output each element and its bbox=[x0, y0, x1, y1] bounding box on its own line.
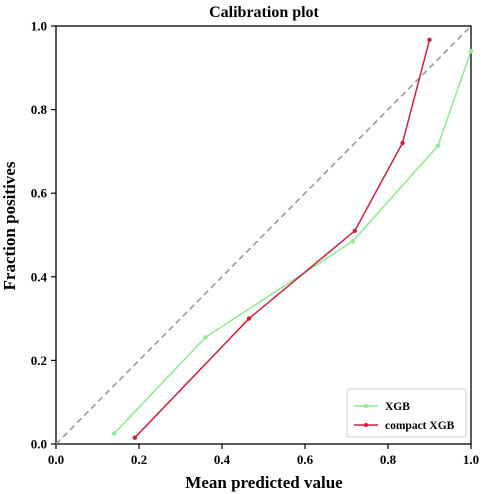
series-group bbox=[111, 37, 474, 440]
data-point-compact-xgb bbox=[246, 316, 252, 321]
x-tick-label: 0.6 bbox=[297, 452, 314, 467]
y-tick-label: 0.0 bbox=[31, 437, 47, 452]
series-line-xgb bbox=[113, 50, 472, 435]
x-tick-label: 0.0 bbox=[48, 452, 64, 467]
data-point-compact-xgb bbox=[132, 435, 138, 440]
y-tick-label: 0.8 bbox=[31, 102, 48, 117]
x-tick-label: 0.4 bbox=[214, 452, 231, 467]
x-axis-ticks: 0.0 0.2 0.4 0.6 0.8 1.0 bbox=[48, 444, 479, 467]
legend-label-xgb: XGB bbox=[385, 401, 410, 413]
data-point-compact-xgb bbox=[400, 140, 405, 146]
data-point-xgb bbox=[203, 335, 208, 340]
x-tick-label: 1.0 bbox=[463, 452, 479, 467]
legend-label-compact-xgb: compact XGB bbox=[385, 420, 455, 432]
data-point-compact-xgb bbox=[352, 228, 357, 234]
y-tick-label: 0.6 bbox=[31, 186, 48, 201]
chart-title: Calibration plot bbox=[209, 4, 319, 21]
data-point-compact-xgb bbox=[427, 37, 432, 42]
y-axis-label: Fraction positives bbox=[0, 161, 19, 290]
x-tick-label: 0.2 bbox=[131, 452, 147, 467]
legend-marker-compact-xgb bbox=[364, 423, 368, 427]
data-point-xgb bbox=[435, 143, 440, 149]
plot-area-frame bbox=[55, 25, 472, 445]
y-tick-label: 0.2 bbox=[31, 353, 47, 368]
series-line-compact-xgb bbox=[134, 39, 431, 439]
legend: XGB compact XGB bbox=[346, 388, 467, 438]
data-point-xgb bbox=[468, 48, 474, 54]
y-tick-label: 0.4 bbox=[31, 269, 48, 284]
legend-marker-xgb bbox=[364, 404, 368, 408]
data-point-xgb bbox=[350, 239, 355, 244]
y-tick-label: 1.0 bbox=[31, 19, 47, 34]
data-point-xgb bbox=[111, 431, 117, 436]
x-axis-label: Mean predicted value bbox=[185, 473, 343, 492]
y-axis-ticks: 0.0 0.2 0.4 0.6 0.8 1.0 bbox=[31, 19, 56, 452]
x-tick-label: 0.8 bbox=[380, 452, 397, 467]
perfect-calibration-line bbox=[55, 25, 472, 445]
